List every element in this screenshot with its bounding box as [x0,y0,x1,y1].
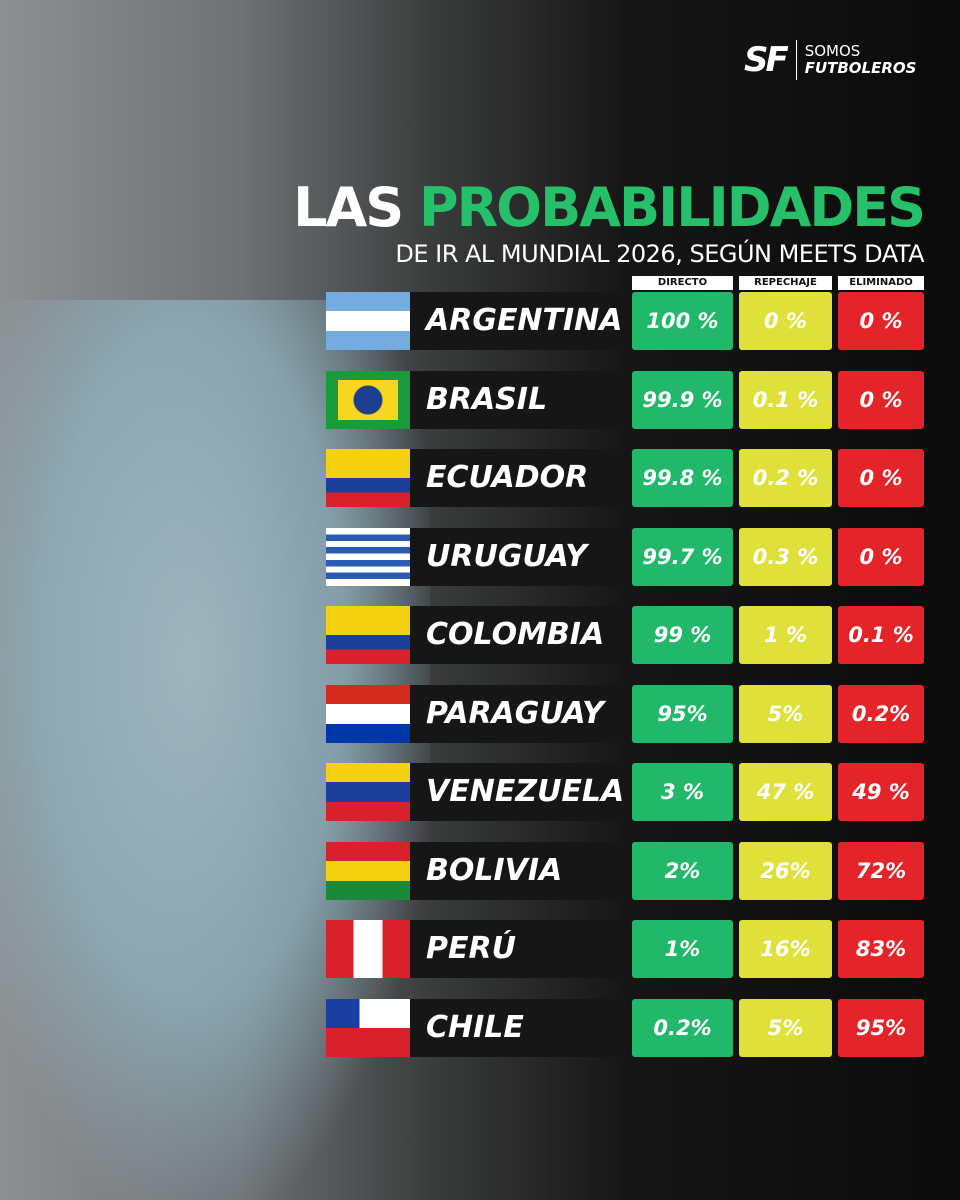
probability-cell: 95% [632,684,733,743]
probability-cell: 2% [632,841,733,900]
table-row: COLOMBIA 99 % 1 % 0.1 % [326,606,924,664]
probability-cell: 5% [739,684,832,743]
probability-cell: 49 % [838,763,924,821]
flag [326,527,410,586]
probability-cell: 95% [838,998,924,1057]
table-row: URUGUAY 99.7 % 0.3 % 0 % [326,527,924,586]
title: LAS PROBABILIDADES [293,176,926,239]
country-name: URUGUAY [410,527,630,586]
probability-cell: 83% [838,920,924,978]
flag [326,370,410,429]
country-name: BOLIVIA [410,841,630,900]
probability-cell: 0.2% [632,998,733,1057]
table-row: VENEZUELA 3 % 47 % 49 % [326,763,924,821]
column-header: DIRECTO [632,276,733,290]
title-green: PROBABILIDADES [419,176,926,239]
flag [326,920,410,978]
flag [326,841,410,900]
probability-cell: 0.1 % [739,370,832,429]
table-row: ECUADOR 99.8 % 0.2 % 0 % [326,449,924,507]
probability-cell: 3 % [632,763,733,821]
probability-cell: 99.9 % [632,370,733,429]
brand-line: FUTBOLEROS [804,59,917,77]
flag [326,763,410,821]
probability-cell: 0.1 % [838,606,924,664]
country-name: PERÚ [410,920,630,978]
probability-cell: 72% [838,841,924,900]
brand: SF SOMOS FUTBOLEROS [744,40,916,80]
subtitle: DE IR AL MUNDIAL 2026, SEGÚN MEETS DATA [395,240,924,268]
probability-cell: 16% [739,920,832,978]
country-name: ARGENTINA [410,292,630,350]
table-row: CHILE 0.2% 5% 95% [326,998,924,1057]
country-name: CHILE [410,998,630,1057]
probability-cell: 26% [739,841,832,900]
table-row: ARGENTINA 100 % 0 % 0 % [326,292,924,350]
column-header: ELIMINADO [838,276,924,290]
probability-cell: 0.2 % [739,449,832,507]
column-header: REPECHAJE [739,276,832,290]
title-white: LAS [293,176,404,239]
brand-logo: SF [744,40,797,80]
country-name: BRASIL [410,370,630,429]
flag [326,292,410,350]
probability-cell: 0.2% [838,684,924,743]
probability-cell: 0 % [838,449,924,507]
probability-cell: 0.3 % [739,527,832,586]
table-row: BRASIL 99.9 % 0.1 % 0 % [326,370,924,429]
flag [326,449,410,507]
probability-cell: 0 % [838,527,924,586]
probability-cell: 1 % [739,606,832,664]
probability-cell: 1% [632,920,733,978]
country-name: VENEZUELA [410,763,630,821]
country-name: PARAGUAY [410,684,630,743]
table-row: PERÚ 1% 16% 83% [326,920,924,978]
probability-cell: 0 % [838,370,924,429]
country-name: COLOMBIA [410,606,630,664]
flag [326,998,410,1057]
brand-line: SOMOS [804,42,861,60]
probability-cell: 99.8 % [632,449,733,507]
probability-cell: 47 % [739,763,832,821]
flag [326,606,410,664]
probability-cell: 100 % [632,292,733,350]
table-row: PARAGUAY 95% 5% 0.2% [326,684,924,743]
probability-cell: 5% [739,998,832,1057]
country-name: ECUADOR [410,449,630,507]
probability-cell: 99.7 % [632,527,733,586]
flag [326,684,410,743]
probability-cell: 0 % [838,292,924,350]
probability-cell: 0 % [739,292,832,350]
probability-cell: 99 % [632,606,733,664]
player-photo [0,300,430,1200]
table-row: BOLIVIA 2% 26% 72% [326,841,924,900]
